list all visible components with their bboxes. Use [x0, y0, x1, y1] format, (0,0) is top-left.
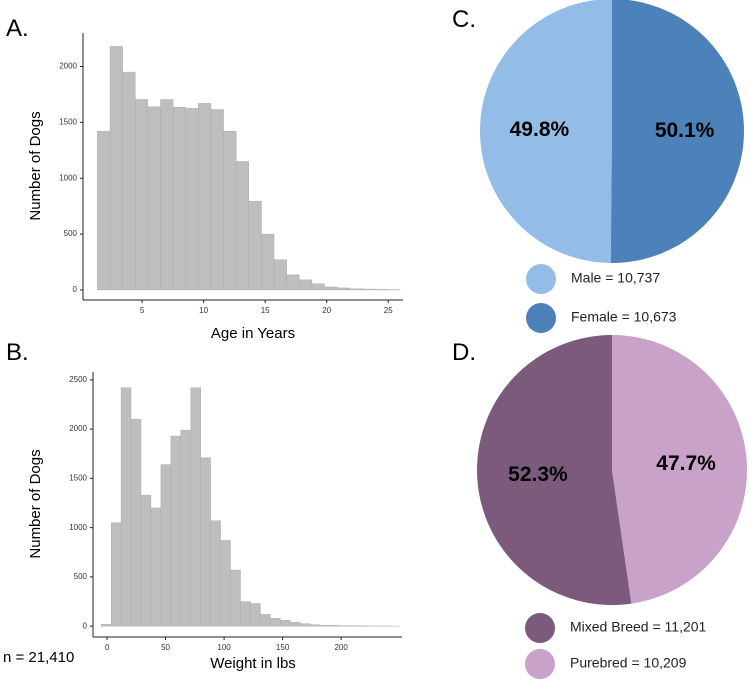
pie-slice: [480, 0, 612, 263]
bar: [309, 624, 321, 627]
panel-label: A.: [6, 15, 29, 42]
legend-label: Female = 10,673: [571, 309, 677, 325]
sample-size: n = 21,410: [3, 649, 74, 666]
bar: [120, 387, 132, 627]
bar: [261, 233, 275, 291]
slice-label: 47.7%: [656, 452, 716, 475]
bar: [122, 71, 136, 291]
bar: [299, 279, 313, 291]
legend-swatch: [526, 264, 556, 294]
y-tick-label: 2000: [69, 424, 87, 433]
bar: [230, 569, 241, 627]
bar: [100, 623, 112, 627]
x-tick-label: 50: [161, 643, 170, 652]
legend-swatch: [526, 303, 556, 333]
bar: [273, 259, 287, 291]
bar: [220, 540, 231, 627]
bar: [290, 622, 301, 627]
bar: [135, 99, 149, 291]
bar: [140, 494, 152, 627]
y-axis-title: Number of Dogs: [27, 449, 44, 558]
legend-swatch: [525, 649, 555, 679]
bar: [130, 419, 142, 627]
y-tick-label: 500: [74, 572, 88, 581]
bar: [223, 131, 237, 291]
bar: [180, 429, 191, 627]
x-axis-title: Age in Years: [211, 325, 295, 342]
x-axis-title: Weight in lbs: [210, 655, 296, 672]
x-tick-label: 100: [217, 643, 231, 652]
panel-label: D.: [452, 339, 476, 366]
bar: [270, 618, 281, 627]
bar: [110, 522, 122, 627]
x-tick-label: 15: [261, 306, 270, 315]
pie-slice: [476, 335, 632, 606]
y-tick-label: 0: [73, 285, 78, 294]
x-tick-label: 10: [199, 306, 208, 315]
x-tick-label: 200: [334, 643, 348, 652]
bar: [286, 274, 300, 291]
pie-slice: [612, 335, 747, 604]
bar: [336, 287, 350, 291]
bar: [170, 435, 181, 627]
bar: [329, 625, 341, 627]
y-tick-label: 1000: [69, 523, 87, 532]
bar: [280, 620, 291, 627]
panel-label: B.: [6, 339, 29, 366]
bar: [97, 131, 111, 291]
bar: [324, 286, 338, 291]
bar: [374, 289, 388, 291]
legend-label: Male = 10,737: [571, 270, 660, 286]
y-tick-label: 1500: [69, 474, 87, 483]
bar: [240, 601, 251, 627]
bar: [160, 464, 172, 627]
x-tick-label: 20: [322, 306, 331, 315]
bar: [210, 109, 224, 291]
y-tick-label: 2500: [69, 375, 87, 384]
y-axis-title: Number of Dogs: [27, 111, 44, 220]
bar: [210, 520, 221, 627]
bar: [185, 108, 199, 291]
x-tick-label: 5: [140, 306, 145, 315]
x-tick-label: 25: [384, 306, 393, 315]
y-tick-label: 1000: [59, 173, 77, 182]
y-tick-label: 2000: [59, 62, 77, 71]
bar: [160, 99, 174, 291]
bar: [250, 603, 261, 627]
x-tick-label: 0: [105, 643, 110, 652]
legend-label: Mixed Breed = 11,201: [570, 619, 707, 635]
bar: [109, 46, 123, 291]
bar: [311, 283, 325, 291]
bar: [172, 107, 186, 291]
bar: [260, 614, 271, 627]
bar: [236, 161, 249, 291]
y-tick-label: 0: [83, 621, 88, 630]
slice-label: 50.1%: [655, 119, 715, 142]
pie-slice: [610, 0, 745, 263]
bar: [299, 623, 311, 627]
bar: [190, 387, 201, 627]
legend-swatch: [525, 613, 555, 643]
bar: [362, 288, 376, 291]
bar: [198, 103, 212, 291]
bar: [150, 507, 162, 627]
bar: [200, 457, 211, 627]
slice-label: 52.3%: [508, 463, 568, 486]
bar: [349, 288, 363, 291]
bar: [248, 200, 262, 291]
slice-label: 49.8%: [510, 118, 570, 141]
y-tick-label: 500: [64, 229, 78, 238]
x-tick-label: 150: [276, 643, 290, 652]
panel-label: C.: [452, 6, 476, 33]
bar: [147, 106, 161, 291]
bar: [319, 624, 331, 627]
y-tick-label: 1500: [59, 117, 77, 126]
legend-label: Purebred = 10,209: [570, 655, 687, 671]
